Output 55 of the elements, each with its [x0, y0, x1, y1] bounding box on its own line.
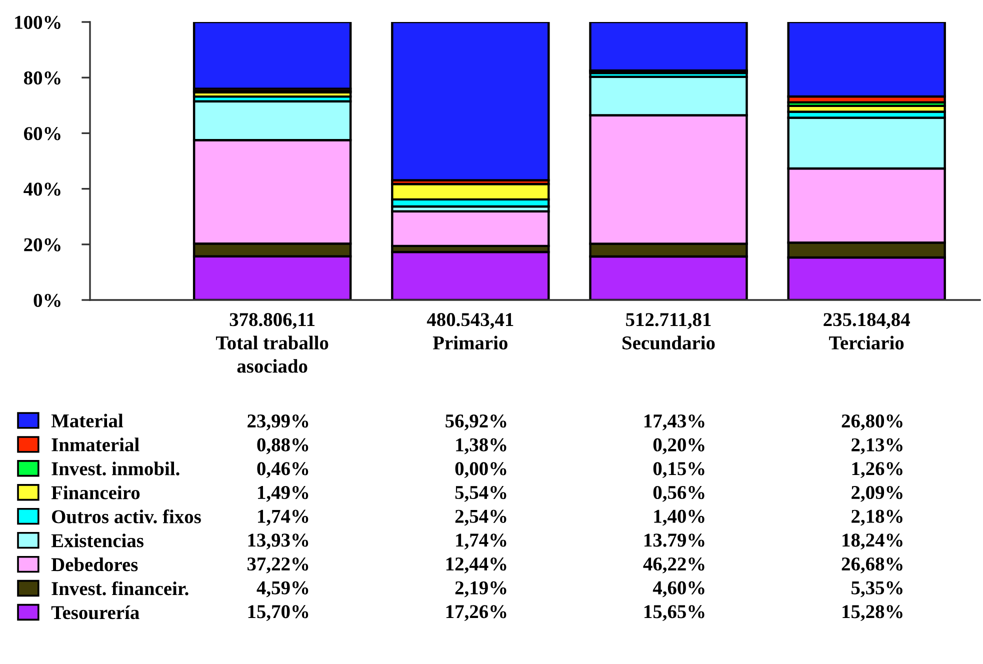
- data-label: 1,38%: [456, 438, 506, 454]
- legend-label: Invest. inmobil.: [52, 462, 180, 476]
- data-label: 15,28%: [842, 605, 902, 622]
- data-label: 0,46%: [257, 462, 308, 478]
- data-label: 0,15%: [653, 462, 704, 478]
- legend-label: Debedores: [51, 558, 138, 572]
- y-tick-label: 40%: [24, 182, 60, 196]
- y-tick-label: 20%: [24, 238, 60, 252]
- data-label: 17,43%: [644, 414, 704, 430]
- data-label: 0,00%: [455, 462, 506, 478]
- data-label: 15,65%: [644, 605, 704, 622]
- x-tick-label: 378.806,11 Total traballo asociado: [216, 313, 328, 373]
- data-label: 13.79%: [644, 534, 704, 547]
- data-label: 46,22%: [643, 557, 704, 574]
- data-label: 2,13%: [852, 438, 902, 454]
- x-tick-label: 235.184,84 Terciario: [824, 313, 910, 350]
- data-label: 18,24%: [842, 534, 902, 550]
- legend-label: Inmaterial: [52, 438, 140, 452]
- data-label: 5,35%: [852, 581, 902, 598]
- y-tick-label: 60%: [24, 127, 60, 140]
- data-label: 1,74%: [258, 510, 308, 526]
- data-label: 17,26%: [446, 605, 506, 622]
- data-label: 56,92%: [446, 414, 506, 430]
- x-tick-label: 480.543,41 Primario: [426, 313, 514, 350]
- legend-label: Financeiro: [51, 486, 140, 500]
- data-label: 0,56%: [653, 486, 704, 502]
- data-label: 5,54%: [455, 486, 506, 502]
- data-label: 26,80%: [842, 414, 902, 430]
- data-label: 37,22%: [247, 557, 308, 574]
- x-tick-label: 512.711,81 Secundario: [622, 313, 715, 350]
- y-tick-label: 0%: [34, 294, 60, 307]
- legend-label: Outros activ. fixos: [52, 509, 201, 524]
- data-label: 1,49%: [258, 486, 308, 502]
- legend-label: Existencias: [51, 534, 144, 548]
- data-label: 23,99%: [248, 414, 308, 430]
- data-label: 1,26%: [852, 462, 902, 478]
- data-label: 2,19%: [455, 581, 506, 598]
- data-label: 26,68%: [842, 557, 902, 574]
- data-label: 2,18%: [852, 510, 902, 526]
- data-label: 1,74%: [456, 534, 506, 550]
- data-label: 0,88%: [257, 438, 308, 454]
- data-label: 4,60%: [652, 581, 704, 598]
- legend-label: Tesourería: [51, 605, 140, 620]
- data-label: 2,54%: [455, 510, 506, 526]
- data-label: 4,59%: [256, 581, 308, 598]
- data-label: 12,44%: [446, 557, 506, 574]
- data-label: 13,93%: [248, 534, 308, 550]
- data-label: 1,40%: [654, 510, 704, 526]
- y-tick-label: 100%: [15, 16, 60, 29]
- y-tick-label: 80%: [24, 71, 60, 85]
- data-label: 0,20%: [653, 438, 704, 454]
- data-label: 15,70%: [248, 605, 308, 622]
- legend-label: Material: [51, 414, 124, 428]
- data-label: 2,09%: [852, 486, 902, 502]
- legend-label: Invest. financeir.: [52, 581, 188, 596]
